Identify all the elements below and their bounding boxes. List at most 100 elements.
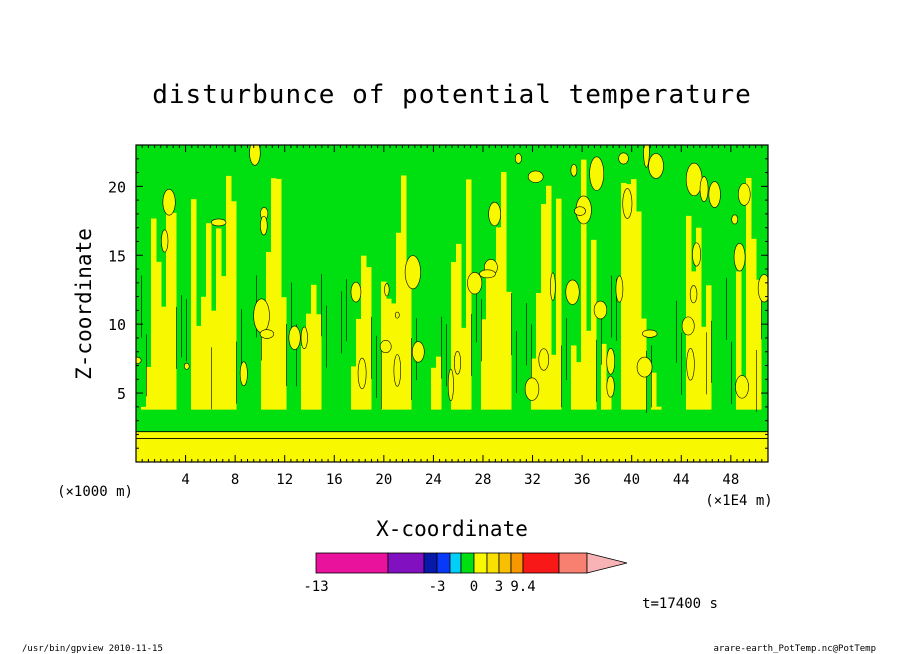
y-tick-label: 15	[108, 247, 126, 265]
field-yellow-patch	[350, 281, 362, 303]
y-unit-label: (×1000 m)	[57, 484, 133, 500]
footer-left: /usr/bin/gpview 2010-11-15	[22, 644, 163, 654]
contour-line	[181, 295, 182, 358]
field-yellow-column	[691, 271, 697, 410]
field-yellow-patch	[685, 162, 703, 197]
field-yellow-column	[316, 314, 322, 410]
field-yellow-column	[631, 179, 637, 410]
contour-line	[241, 309, 242, 372]
x-tick-label: 8	[231, 472, 239, 488]
field-yellow-column	[406, 265, 412, 410]
field-yellow-column	[401, 175, 407, 410]
field-yellow-patch	[479, 269, 496, 279]
colorbar: -13 -3 0 3 9.4	[303, 552, 628, 595]
field-yellow-patch	[538, 348, 550, 371]
field-yellow-column	[226, 175, 232, 410]
field-yellow-column	[361, 255, 367, 410]
colorbar-segment	[423, 552, 438, 574]
field-yellow-column	[626, 184, 632, 410]
field-yellow-patch	[161, 229, 169, 253]
contour-line	[756, 350, 757, 413]
field-yellow-column	[161, 306, 167, 410]
field-yellow-patch	[524, 377, 540, 401]
x-axis: 4 8 12 16 20 24 28 32 36 40 44 48	[135, 145, 769, 488]
contour-line	[411, 338, 412, 401]
time-label: t=17400 s	[642, 596, 718, 612]
field-yellow-patch	[259, 329, 274, 339]
colorbar-extend-arrow	[586, 552, 628, 574]
x-tick-label: 16	[326, 472, 343, 488]
field-yellow-column	[436, 356, 442, 410]
field-yellow-patch	[260, 215, 268, 236]
contour-line	[531, 324, 532, 387]
field-yellow-column	[601, 343, 607, 410]
field-yellow-column	[166, 213, 172, 410]
surface-yellow-layer	[136, 438, 768, 462]
field-yellow-column	[311, 284, 317, 410]
contour-line	[566, 318, 567, 381]
heatmap-field	[136, 145, 768, 462]
near-surface-yellow-band	[136, 431, 768, 439]
field-yellow-column	[746, 177, 752, 410]
contour-line	[471, 313, 472, 376]
field-yellow-patch	[606, 348, 615, 375]
field-yellow-column	[686, 215, 692, 410]
contour-line	[341, 291, 342, 354]
field-yellow-patch	[210, 218, 227, 227]
field-yellow-column	[281, 297, 287, 410]
field-yellow-column	[306, 313, 312, 410]
field-yellow-patch	[681, 316, 695, 336]
colorbar-segment	[460, 552, 475, 574]
x-tick-label: 28	[475, 472, 492, 488]
colorbar-segment	[558, 552, 588, 574]
x-tick-label: 32	[524, 472, 541, 488]
colorbar-segment	[498, 552, 512, 574]
field-yellow-column	[221, 276, 227, 410]
colorbar-tick-label: -3	[429, 579, 446, 595]
field-yellow-column	[396, 232, 402, 410]
field-yellow-patch	[757, 274, 768, 303]
field-yellow-column	[146, 367, 152, 410]
field-yellow-patch	[735, 375, 749, 399]
colorbar-tick-label: -13	[303, 579, 328, 595]
field-yellow-patch	[593, 300, 608, 320]
field-yellow-column	[431, 367, 437, 410]
field-yellow-patch	[574, 206, 586, 216]
x-tick-label: 12	[276, 472, 293, 488]
field-yellow-column	[621, 182, 627, 410]
field-yellow-patch	[731, 214, 739, 225]
field-yellow-column	[366, 267, 372, 410]
field-yellow-column	[576, 362, 582, 410]
contour-line	[211, 347, 212, 410]
field-yellow-patch	[733, 242, 746, 272]
field-yellow-column	[491, 267, 497, 410]
contour-line	[376, 335, 377, 398]
field-yellow-column	[636, 211, 642, 410]
y-tick-label: 5	[117, 385, 126, 403]
contour-line	[676, 300, 677, 363]
field-yellow-column	[141, 406, 147, 410]
field-yellow-patch	[570, 164, 578, 177]
field-yellow-patch	[384, 283, 390, 297]
field-yellow-column	[171, 212, 177, 410]
x-unit-label: (×1E4 m)	[705, 493, 772, 509]
field-yellow-column	[391, 303, 397, 410]
field-yellow-column	[461, 327, 467, 410]
field-yellow-column	[591, 239, 597, 410]
field-yellow-patch	[641, 329, 658, 338]
field-yellow-column	[656, 406, 662, 410]
field-yellow-column	[606, 387, 612, 410]
footer-right: arare-earth_PotTemp.nc@PotTemp	[713, 644, 876, 654]
contour-line	[561, 345, 562, 408]
x-tick-label: 24	[425, 472, 442, 488]
field-yellow-patch	[527, 170, 544, 183]
field-yellow-column	[386, 298, 392, 410]
field-yellow-patch	[708, 181, 721, 208]
contour-line	[481, 299, 482, 362]
field-yellow-patch	[357, 357, 367, 390]
field-yellow-column	[196, 325, 202, 410]
field-yellow-column	[706, 285, 712, 410]
field-yellow-column	[151, 218, 157, 410]
field-yellow-patch	[300, 326, 308, 350]
y-axis: 5 10 15 20	[108, 144, 768, 463]
